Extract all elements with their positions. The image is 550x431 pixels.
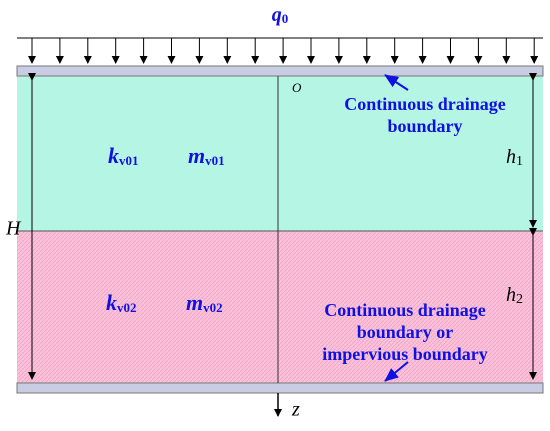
h2-label: h2 [506,284,523,308]
h1-symbol: h [506,146,516,168]
top-plate [16,65,544,77]
h1-subscript: 1 [516,154,523,169]
load-symbol: q [272,4,282,26]
boundary-line: boundary [387,116,462,136]
k2-subscript: v02 [117,300,137,315]
boundary-line: Continuous drainage [324,300,486,320]
origin-label: O [292,80,302,95]
boundary-line: boundary or [357,322,454,342]
bottom-plate [16,382,544,394]
h1-label: h1 [506,146,523,170]
k1-symbol: k [108,143,119,168]
m1-label: mv01 [188,143,225,168]
m2-label: mv02 [186,290,223,315]
k1-subscript: v01 [119,153,139,168]
top-callout-arrow [384,74,409,91]
boundary-line: impervious boundary [322,344,488,364]
k2-label: kv02 [106,290,137,315]
H-label: H [5,218,22,240]
bottom-callout-arrow [384,361,409,382]
m2-symbol: m [186,290,203,315]
m1-subscript: v01 [205,153,225,168]
layer2-region [17,231,543,383]
k2-symbol: k [106,290,117,315]
load-label: q0 [272,4,289,26]
m1-symbol: m [188,143,205,168]
k1-label: kv01 [108,143,139,168]
h2-subscript: 2 [516,292,523,307]
layer1-region [17,76,543,231]
h2-symbol: h [506,284,516,306]
load-arrows [17,37,543,64]
boundary-line: Continuous drainage [344,94,506,114]
z-label: z [291,399,300,421]
load-subscript: 0 [282,11,289,26]
m2-subscript: v02 [203,300,223,315]
